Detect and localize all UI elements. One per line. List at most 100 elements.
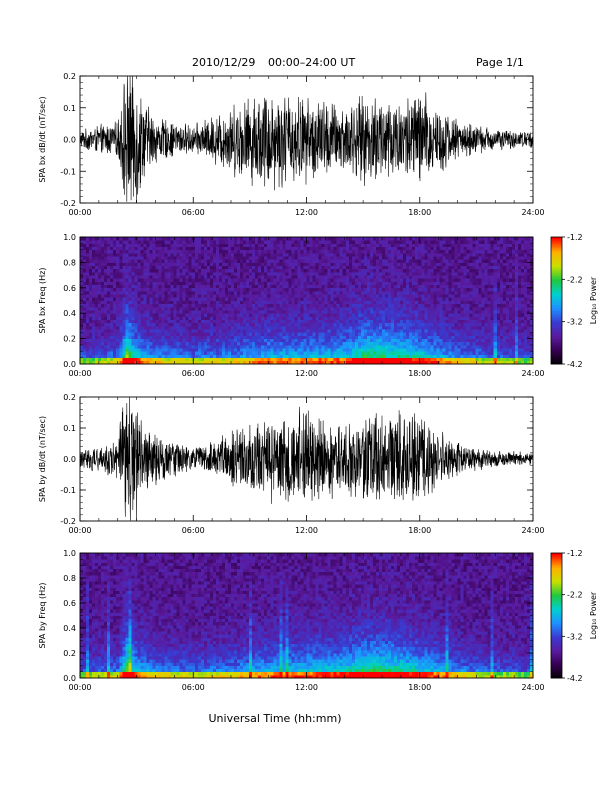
spectrogram-cell	[107, 329, 111, 333]
spectrogram-cell	[318, 313, 322, 317]
spectrogram-cell	[442, 354, 446, 359]
spectrogram-cell	[366, 237, 371, 241]
spectrogram-cell	[116, 281, 120, 286]
spectrogram-cell	[243, 310, 247, 314]
spectrogram-cell	[324, 306, 329, 311]
spectrogram-cell	[312, 281, 316, 286]
spectrogram-cell	[227, 297, 232, 301]
spectrogram-cell	[448, 360, 452, 365]
spectrogram-cell	[134, 300, 138, 305]
spectrogram-cell	[306, 297, 310, 301]
spectrogram-cell	[104, 335, 108, 339]
spectrogram-cell	[258, 278, 262, 282]
spectrogram-cell	[327, 275, 332, 279]
spectrogram-cell	[224, 303, 229, 308]
spectrogram-cell	[354, 278, 359, 282]
spectrogram-cell	[394, 329, 398, 333]
spectrogram-cell	[203, 271, 208, 276]
spectrogram-cell	[194, 259, 199, 263]
spectrogram-cell	[409, 357, 413, 362]
spectrogram-cell	[176, 306, 181, 311]
spectrogram-cell	[378, 284, 383, 289]
spectrogram-cell	[246, 256, 250, 260]
spectrogram-cell	[430, 246, 434, 251]
spectrogram-cell	[427, 338, 431, 343]
spectrogram-cell	[372, 246, 377, 251]
spectrogram-cell	[80, 284, 84, 289]
spectrogram-cell	[215, 344, 220, 349]
spectrogram-cell	[403, 332, 407, 336]
spectrogram-cell	[397, 329, 401, 333]
spectrogram-cell	[273, 237, 277, 241]
spectrogram-cell	[209, 306, 214, 311]
spectrogram-cell	[161, 319, 165, 324]
spectrogram-cell	[206, 246, 211, 251]
spectrogram-cell	[218, 335, 223, 339]
spectrogram-cell	[218, 259, 223, 263]
spectrogram-cell	[107, 354, 111, 359]
spectrogram-cell	[212, 344, 217, 349]
spectrogram-cell	[179, 322, 184, 327]
spectrogram-cell	[234, 259, 238, 263]
spectrogram-cell	[288, 284, 292, 289]
spectrogram-cell	[209, 243, 214, 247]
spectrogram-cell	[173, 335, 178, 339]
spectrogram-cell	[246, 335, 250, 339]
spectrogram-cell	[104, 271, 108, 276]
spectrogram-cell	[234, 335, 238, 339]
spectrogram-cell	[107, 259, 111, 263]
spectrogram-cell	[161, 262, 165, 266]
spectrogram-cell	[327, 354, 332, 359]
spectrogram-cell	[234, 262, 238, 266]
spectrogram-cell	[249, 297, 253, 301]
spectrogram-cell	[182, 338, 187, 343]
spectrogram-cell	[140, 360, 144, 365]
spectrogram-cell	[209, 335, 214, 339]
spectrogram-cell	[327, 284, 332, 289]
spectrogram-cell	[354, 338, 359, 343]
spectrogram-cell	[221, 329, 226, 333]
spectrogram-cell	[342, 271, 347, 276]
spectrogram-cell	[146, 316, 150, 320]
spectrogram-cell	[378, 271, 383, 276]
spectrogram-cell	[212, 338, 217, 343]
spectrogram-cell	[255, 319, 259, 324]
spectrogram-cell	[137, 243, 141, 247]
spectrogram-cell	[360, 249, 365, 254]
spectrogram-cell	[442, 332, 446, 336]
spectrogram-cell	[243, 243, 247, 247]
spectrogram-cell	[264, 240, 268, 244]
spectrogram-cell	[415, 332, 419, 336]
spectrogram-cell	[333, 287, 338, 292]
spectrogram-cell	[215, 290, 220, 295]
spectrogram-cell	[143, 290, 147, 295]
spectrogram-cell	[125, 357, 129, 362]
spectrogram-cell	[282, 316, 286, 320]
spectrogram-cell	[140, 259, 144, 263]
spectrogram-cell	[116, 259, 120, 263]
spectrogram-cell	[83, 262, 87, 266]
spectrogram-cell	[131, 303, 135, 308]
spectrogram-cell	[98, 335, 102, 339]
spectrogram-cell	[137, 262, 141, 266]
spectrogram-cell	[95, 306, 99, 311]
spectrogram-cell	[282, 271, 286, 276]
spectrogram-cell	[110, 275, 114, 279]
spectrogram-cell	[306, 249, 310, 254]
spectrogram-cell	[279, 243, 283, 247]
spectrogram-cell	[119, 275, 123, 279]
spectrogram-cell	[294, 259, 298, 263]
spectrogram-cell	[170, 278, 175, 282]
spectrogram-cell	[403, 310, 407, 314]
spectrogram-cell	[131, 278, 135, 282]
spectrogram-cell	[104, 252, 108, 257]
spectrogram-cell	[152, 284, 156, 289]
spectrogram-cell	[215, 300, 220, 305]
spectrogram-cell	[95, 259, 99, 263]
header-date: 2010/12/29	[192, 56, 255, 69]
spectrogram-cell	[131, 243, 135, 247]
spectrogram-cell	[246, 351, 250, 355]
spectrogram-cell	[303, 329, 307, 333]
spectrogram-cell	[92, 310, 96, 314]
spectrogram-cell	[394, 360, 398, 365]
